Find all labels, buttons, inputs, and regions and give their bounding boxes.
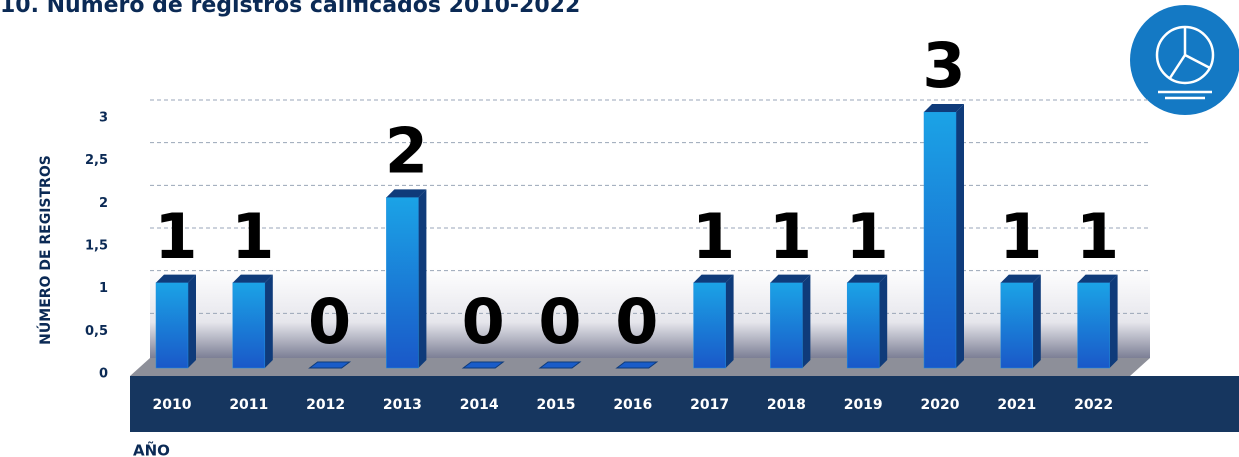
- data-label: 2: [385, 114, 428, 187]
- y-tick-label: 3: [99, 111, 108, 126]
- bar: [846, 282, 880, 369]
- bar-top: [232, 274, 273, 283]
- bar: [155, 282, 189, 369]
- bar-side: [264, 274, 273, 368]
- x-tick-label: 2021: [997, 397, 1036, 413]
- y-tick-label: 1,5: [85, 239, 108, 254]
- bar: [538, 361, 582, 369]
- x-tick-label: 2015: [537, 397, 576, 413]
- bar: [693, 282, 726, 369]
- bar: [1077, 282, 1110, 369]
- data-label: 1: [999, 200, 1042, 273]
- bar-side: [188, 274, 196, 368]
- data-label: 1: [1076, 200, 1119, 273]
- data-label: 0: [615, 285, 658, 358]
- chart-title: 10. Número de registros calificados 2010…: [0, 0, 580, 18]
- bar-side: [879, 274, 888, 368]
- bar-top: [924, 104, 964, 112]
- bar-side: [956, 104, 964, 368]
- bar: [308, 361, 352, 369]
- bar: [770, 282, 803, 369]
- bar-top: [156, 274, 196, 283]
- data-label: 3: [922, 29, 965, 102]
- bar-top: [1077, 274, 1118, 283]
- x-tick-label: 2011: [229, 397, 268, 413]
- bar-top: [770, 274, 811, 283]
- bar: [461, 361, 505, 369]
- y-tick-label: 0: [99, 367, 108, 382]
- y-tick-label: 2: [99, 196, 108, 211]
- bar: [923, 111, 957, 369]
- y-tick-label: 1: [99, 281, 108, 296]
- data-label: 1: [769, 200, 812, 273]
- icon: [1130, 5, 1239, 115]
- x-axis-label: AÑO: [133, 441, 170, 457]
- bar-top: [693, 274, 734, 283]
- data-label: 1: [231, 200, 274, 273]
- y-axis-label: NÚMERO DE REGISTROS: [36, 155, 54, 345]
- bar-top: [1000, 274, 1041, 283]
- data-label: 1: [154, 200, 197, 273]
- x-tick-label: 2014: [460, 397, 499, 413]
- y-tick-label: 2,5: [85, 153, 108, 168]
- x-tick-label: 2013: [383, 397, 422, 413]
- bar-side: [1109, 274, 1118, 368]
- x-tick-label: 2019: [844, 397, 883, 413]
- data-label: 0: [308, 285, 351, 358]
- data-label: 0: [538, 285, 581, 358]
- x-tick-label: 2012: [306, 397, 345, 413]
- x-tick-label: 2010: [153, 397, 192, 413]
- bar: [386, 197, 419, 369]
- bar: [232, 282, 266, 369]
- bar-side: [802, 274, 811, 368]
- data-label: 1: [846, 200, 889, 273]
- bar-side: [1032, 274, 1041, 368]
- bar-side: [725, 274, 734, 368]
- y-tick-label: 0,5: [85, 324, 108, 339]
- x-tick-label: 2020: [921, 397, 960, 413]
- x-tick-label: 2016: [613, 397, 652, 413]
- x-axis-band: [130, 376, 1239, 432]
- x-tick-label: 2017: [690, 397, 729, 413]
- bar-top: [847, 274, 888, 283]
- bar-side: [418, 189, 427, 368]
- bar-top: [386, 189, 427, 198]
- data-label: 0: [462, 285, 505, 358]
- bar: [615, 361, 659, 369]
- x-tick-label: 2022: [1074, 397, 1113, 413]
- x-tick-label: 2018: [767, 397, 806, 413]
- bar: [1000, 282, 1034, 369]
- data-label: 1: [692, 200, 735, 273]
